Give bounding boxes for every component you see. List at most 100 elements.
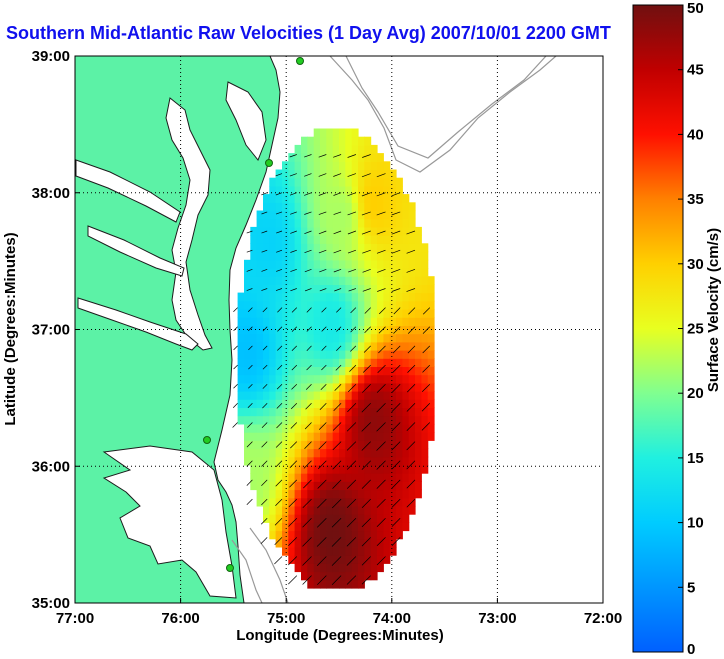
velocity-arrow xyxy=(333,173,342,177)
field-cell xyxy=(339,161,346,171)
field-cell xyxy=(339,177,346,187)
field-cell xyxy=(370,210,378,220)
colorbar-tick-label: 40 xyxy=(687,126,704,143)
field-cell xyxy=(256,407,264,417)
velocity-arrow xyxy=(246,249,253,253)
field-cell xyxy=(332,407,340,417)
field-cell xyxy=(307,538,315,548)
field-cell xyxy=(377,555,384,564)
field-cell xyxy=(358,341,365,351)
field-cell xyxy=(244,374,251,384)
velocity-arrow xyxy=(406,441,416,451)
field-cell xyxy=(402,276,410,285)
field-cell xyxy=(307,161,315,171)
field-cell xyxy=(389,505,397,515)
field-cell xyxy=(294,210,302,220)
field-cell xyxy=(269,505,277,515)
field-cell xyxy=(389,169,397,179)
velocity-arrow xyxy=(407,364,416,373)
field-cell xyxy=(427,333,435,343)
field-cell xyxy=(332,391,340,400)
field-cell xyxy=(389,284,397,294)
field-cell xyxy=(345,161,353,171)
field-cell xyxy=(358,276,365,285)
velocity-arrow xyxy=(350,307,357,314)
field-cell xyxy=(282,177,289,187)
field-cell xyxy=(250,309,258,318)
field-cell xyxy=(256,325,264,335)
field-cell xyxy=(256,243,264,253)
field-cell xyxy=(345,473,353,482)
velocity-arrow xyxy=(232,403,238,409)
field-cell xyxy=(415,382,422,392)
field-cell xyxy=(358,579,365,589)
field-cell xyxy=(282,382,289,392)
field-cell xyxy=(326,235,334,244)
velocity-arrow xyxy=(304,192,312,196)
field-cell xyxy=(408,448,416,458)
field-cell xyxy=(389,226,397,236)
velocity-arrow xyxy=(290,441,298,449)
field-cell xyxy=(402,382,410,392)
velocity-arrow xyxy=(275,460,283,468)
field-cell xyxy=(301,177,308,187)
field-cell xyxy=(402,268,410,277)
field-cell xyxy=(288,415,296,425)
field-cell xyxy=(421,464,429,474)
velocity-arrow xyxy=(276,383,283,390)
field-cell xyxy=(339,144,346,154)
field-cell xyxy=(269,325,277,335)
field-cell xyxy=(408,464,416,474)
field-cell xyxy=(294,268,302,277)
velocity-arrow xyxy=(376,422,386,432)
field-cell xyxy=(282,514,289,523)
field-cell xyxy=(282,300,289,310)
field-cell xyxy=(326,325,334,335)
field-cell xyxy=(377,423,384,433)
field-cell xyxy=(294,473,302,482)
velocity-arrow xyxy=(291,307,298,313)
field-cell xyxy=(364,243,372,253)
field-cell xyxy=(326,317,334,326)
station-marker xyxy=(265,159,273,167)
velocity-arrow xyxy=(376,460,386,470)
velocity-arrow xyxy=(362,288,371,292)
field-cell xyxy=(250,448,258,458)
field-cell xyxy=(275,251,283,261)
field-cell xyxy=(326,432,334,441)
field-cell xyxy=(389,432,397,441)
colorbar-tick-label: 50 xyxy=(687,0,704,17)
velocity-arrow xyxy=(361,441,371,451)
velocity-arrow xyxy=(406,268,416,273)
velocity-arrow xyxy=(318,154,327,158)
field-cell xyxy=(275,423,283,433)
field-cell xyxy=(237,374,245,384)
field-cell xyxy=(339,440,346,450)
field-cell xyxy=(288,473,296,482)
field-cell xyxy=(402,481,410,491)
field-cell xyxy=(370,530,378,540)
field-cell xyxy=(364,358,372,367)
field-cell xyxy=(358,415,365,425)
field-cell xyxy=(326,579,334,589)
field-cell xyxy=(263,374,270,384)
field-cell xyxy=(282,243,289,253)
field-cell xyxy=(326,571,334,581)
velocity-arrow xyxy=(361,575,371,585)
field-cell xyxy=(326,423,334,433)
field-cell xyxy=(370,300,378,310)
field-cell xyxy=(377,341,384,351)
field-cell xyxy=(370,473,378,482)
velocity-arrow xyxy=(318,230,327,235)
velocity-arrow xyxy=(318,173,327,177)
field-cell xyxy=(282,235,289,244)
field-cell xyxy=(269,202,277,212)
velocity-arrow xyxy=(248,326,253,332)
field-cell xyxy=(263,473,270,482)
field-cell xyxy=(421,325,429,335)
velocity-arrow xyxy=(277,364,283,371)
field-cell xyxy=(389,538,397,548)
velocity-arrow xyxy=(289,154,297,158)
field-cell xyxy=(313,350,321,359)
field-cell xyxy=(332,210,340,220)
